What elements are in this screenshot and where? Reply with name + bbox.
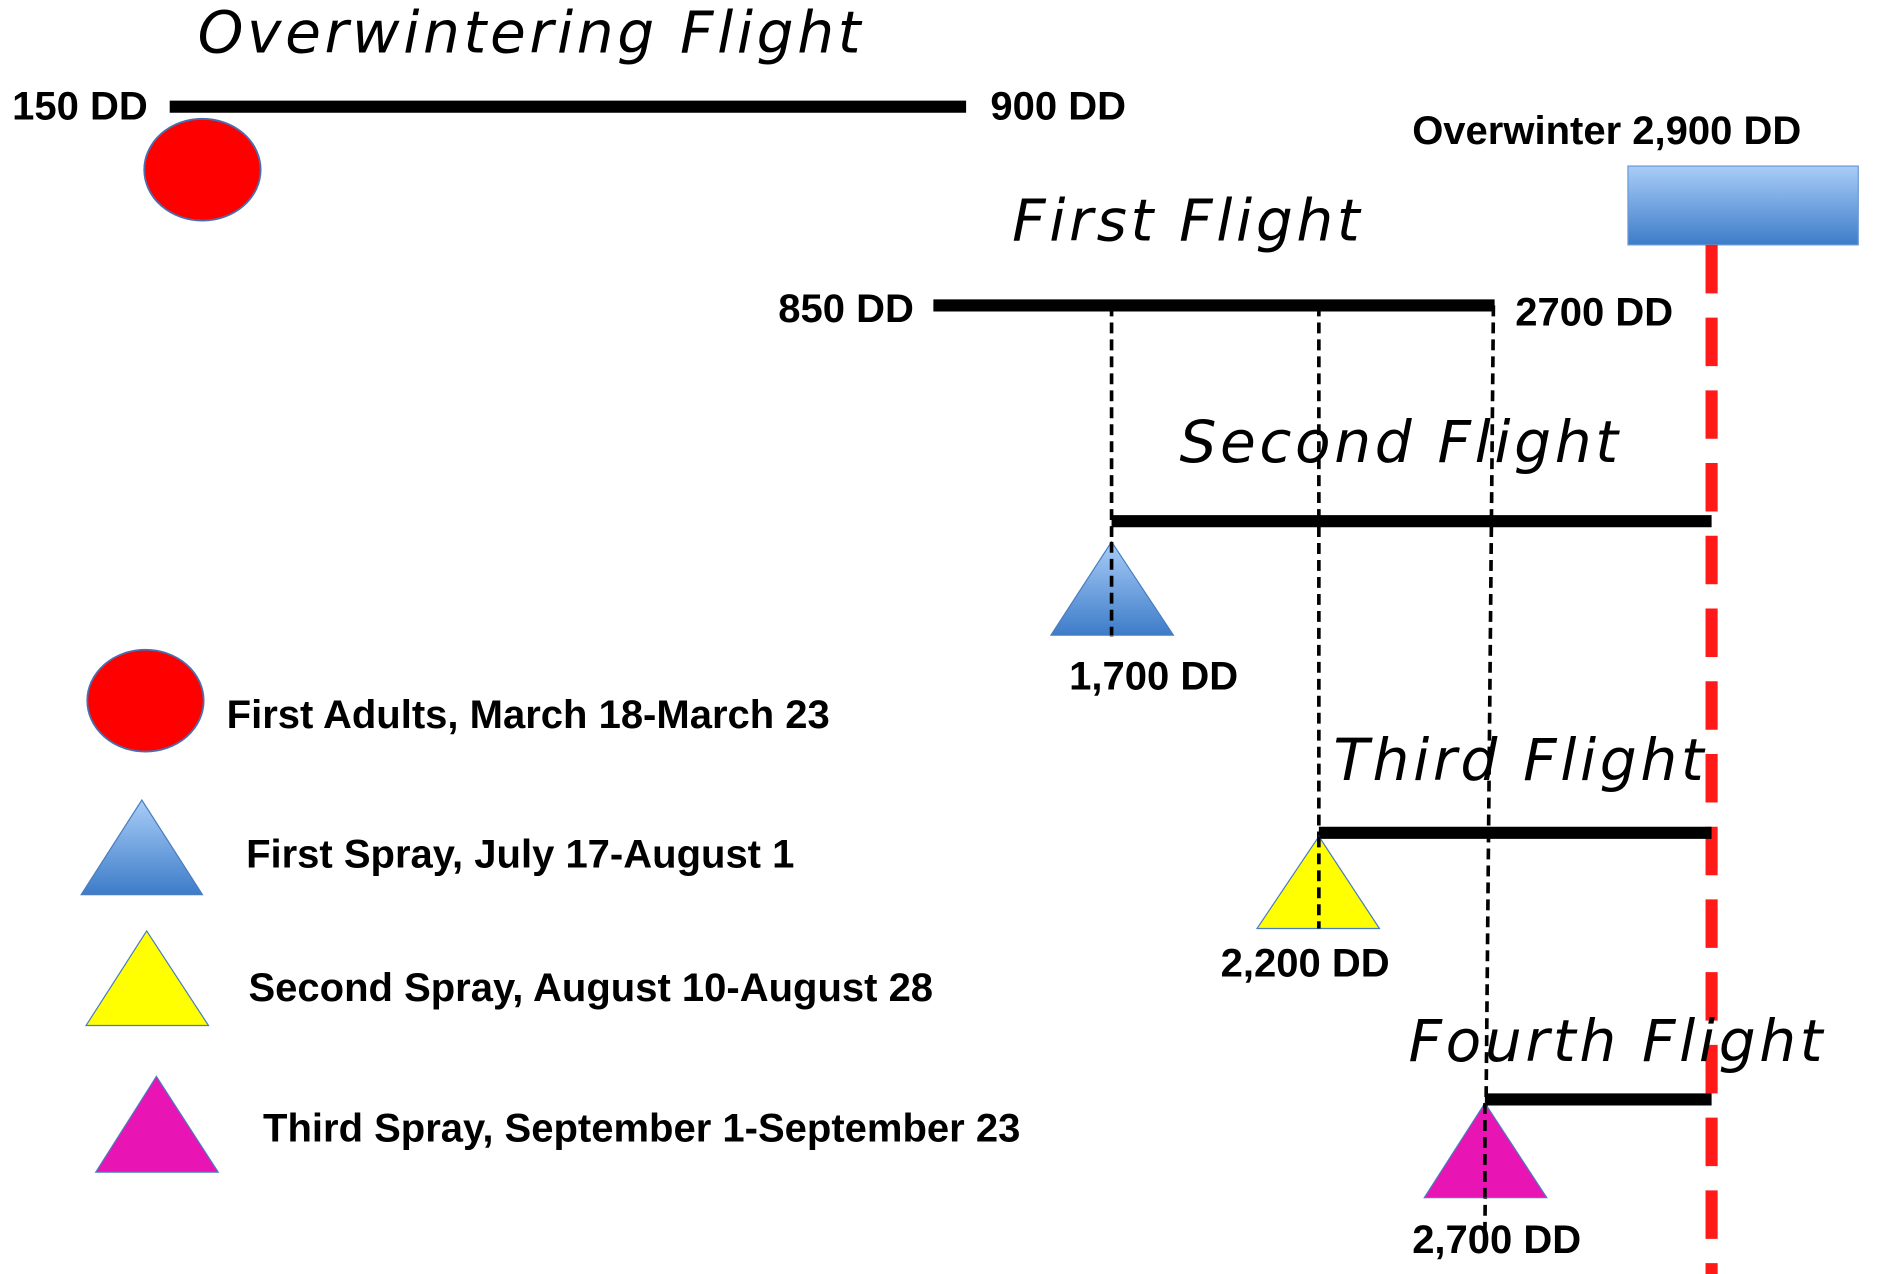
connector xyxy=(1483,305,1496,1231)
spray-label: 2,200 DD xyxy=(1221,942,1390,986)
spray-label: 2,700 DD xyxy=(1412,1218,1581,1262)
legend-label: Third Spray, September 1-September 23 xyxy=(263,1107,1020,1151)
legend-icon xyxy=(86,648,205,753)
legend-label: First Adults, March 18-March 23 xyxy=(227,693,830,737)
flight-title: Second Flight xyxy=(1179,408,1621,476)
flight-title: Overwintering Flight xyxy=(198,0,865,66)
flight-title: Fourth Flight xyxy=(1409,1007,1827,1075)
flight-end: 900 DD xyxy=(990,85,1126,129)
legend-label: First Spray, July 17-August 1 xyxy=(246,833,794,877)
flight-end: 2700 DD xyxy=(1515,291,1673,335)
overwinter-box xyxy=(1627,165,1859,246)
overwinter-label: Overwinter 2,900 DD xyxy=(1412,109,1801,153)
spray-marker xyxy=(1423,1101,1548,1199)
spray-marker xyxy=(1049,540,1175,636)
flight-title: First Flight xyxy=(1012,186,1363,254)
flight-start: 850 DD xyxy=(778,287,914,331)
spray-label: 1,700 DD xyxy=(1069,654,1238,698)
legend-icon xyxy=(80,798,204,896)
legend-label: Second Spray, August 10-August 28 xyxy=(248,966,933,1010)
flight-start: 150 DD xyxy=(12,85,148,129)
legend-icon xyxy=(84,929,210,1027)
adult-marker xyxy=(143,117,262,222)
legend-icon xyxy=(94,1075,220,1173)
flight-title: Third Flight xyxy=(1333,726,1707,794)
